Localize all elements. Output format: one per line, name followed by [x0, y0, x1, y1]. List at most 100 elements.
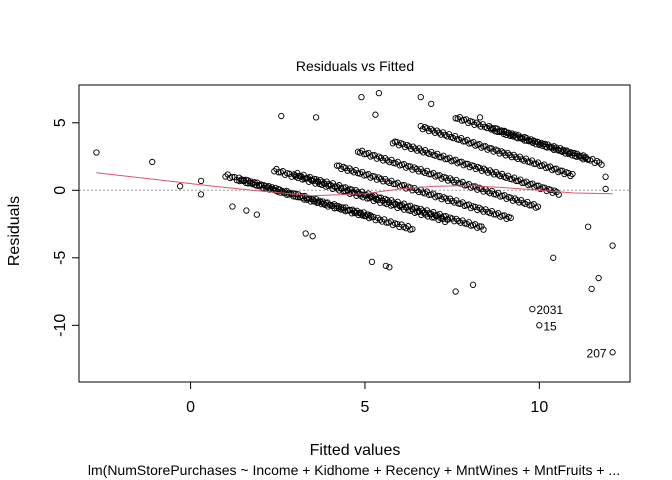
data-point: [484, 146, 491, 153]
data-point: [401, 143, 409, 151]
data-point: [512, 154, 519, 161]
data-point: [455, 217, 462, 225]
data-point: [251, 179, 258, 186]
data-point: [471, 121, 478, 128]
data-point: [509, 197, 516, 204]
data-point: [502, 174, 510, 181]
data-point: [595, 274, 602, 282]
data-point: [513, 197, 521, 204]
data-point: [404, 223, 412, 230]
data-point: [428, 210, 435, 218]
data-point: [379, 197, 387, 205]
data-point: [300, 171, 307, 179]
y-tick-label: 0: [52, 186, 69, 195]
data-point: [432, 152, 439, 159]
data-point: [386, 158, 393, 166]
chart-subtitle: lm(NumStorePurchases ~ Income + Kidhome …: [88, 462, 620, 478]
data-point: [480, 143, 487, 150]
data-point: [513, 177, 520, 185]
data-point: [504, 149, 511, 157]
data-point: [229, 203, 236, 210]
data-point: [257, 181, 265, 188]
y-tick-label: -10: [52, 314, 69, 337]
outlier-label: 207: [587, 346, 607, 360]
data-point: [433, 127, 441, 134]
data-point: [444, 216, 452, 223]
data-point: [434, 192, 441, 200]
y-tick-label: -5: [52, 251, 69, 265]
data-point: [197, 191, 205, 198]
data-point: [434, 150, 441, 158]
data-point: [609, 349, 616, 356]
plot-frame: [78, 84, 631, 383]
data-point: [490, 211, 498, 218]
data-point: [469, 281, 477, 288]
data-point: [475, 121, 482, 128]
data-point: [436, 172, 443, 179]
data-point: [400, 181, 408, 189]
data-point: [425, 191, 433, 199]
data-point: [388, 177, 395, 184]
data-point: [418, 147, 425, 154]
data-point: [363, 192, 370, 199]
data-point: [443, 133, 451, 140]
data-point: [361, 151, 368, 158]
data-point: [474, 206, 481, 214]
data-point: [271, 168, 278, 175]
data-point: [370, 213, 377, 221]
data-point: [302, 230, 309, 237]
data-point: [598, 161, 605, 168]
data-point: [440, 213, 447, 220]
data-point: [438, 196, 445, 203]
data-point: [409, 225, 416, 233]
smooth-trend-line: [96, 172, 613, 197]
data-point: [446, 175, 454, 182]
data-point: [373, 176, 380, 183]
data-point: [456, 136, 463, 143]
data-point: [514, 155, 521, 163]
data-point: [390, 180, 397, 188]
data-point: [369, 152, 376, 159]
data-point: [575, 152, 583, 160]
data-point: [409, 143, 417, 150]
data-point: [501, 127, 508, 135]
data-point: [430, 208, 437, 216]
data-point: [253, 211, 261, 218]
data-point: [358, 94, 365, 101]
data-point: [526, 159, 534, 166]
data-point: [434, 172, 441, 179]
data-point: [458, 134, 465, 142]
data-point: [368, 258, 376, 265]
data-point: [551, 165, 558, 173]
data-point: [372, 216, 379, 224]
data-point: [536, 322, 543, 329]
data-point: [316, 197, 323, 204]
data-point: [451, 179, 458, 186]
data-point: [526, 202, 533, 209]
data-point: [520, 157, 528, 164]
data-point: [260, 184, 267, 192]
data-point: [464, 136, 471, 144]
data-point: [419, 125, 426, 133]
data-point: [411, 145, 419, 152]
data-point: [392, 200, 399, 208]
data-point: [476, 223, 483, 230]
data-point: [346, 165, 353, 172]
data-point: [407, 202, 414, 209]
x-tick-label: 0: [186, 399, 195, 416]
data-point: [438, 154, 445, 161]
data-point: [530, 160, 538, 167]
data-point: [453, 215, 460, 223]
data-point: [340, 204, 347, 211]
data-point: [528, 157, 536, 164]
data-point: [372, 111, 379, 118]
data-point: [381, 216, 388, 223]
data-point: [409, 166, 416, 173]
data-point: [432, 212, 439, 219]
data-point: [389, 140, 397, 147]
data-point: [463, 220, 470, 228]
data-point: [425, 127, 432, 135]
data-point: [329, 180, 337, 187]
data-point: [452, 288, 459, 295]
